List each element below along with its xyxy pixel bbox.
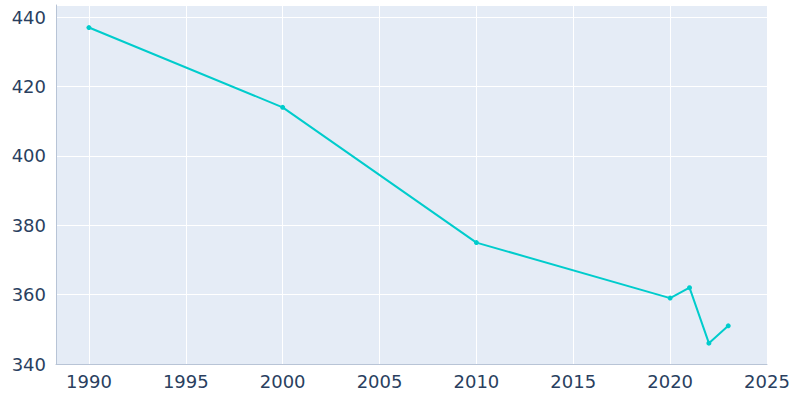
svg-text:440: 440 (12, 7, 46, 28)
svg-text:2025: 2025 (744, 371, 790, 392)
svg-text:420: 420 (12, 76, 46, 97)
svg-text:2000: 2000 (260, 371, 306, 392)
svg-text:380: 380 (12, 215, 46, 236)
svg-text:2005: 2005 (357, 371, 403, 392)
svg-text:1990: 1990 (66, 371, 112, 392)
svg-text:2015: 2015 (550, 371, 596, 392)
svg-text:340: 340 (12, 354, 46, 375)
svg-text:1995: 1995 (163, 371, 209, 392)
svg-text:2020: 2020 (647, 371, 693, 392)
svg-text:360: 360 (12, 284, 46, 305)
svg-text:400: 400 (12, 145, 46, 166)
svg-text:2010: 2010 (453, 371, 499, 392)
